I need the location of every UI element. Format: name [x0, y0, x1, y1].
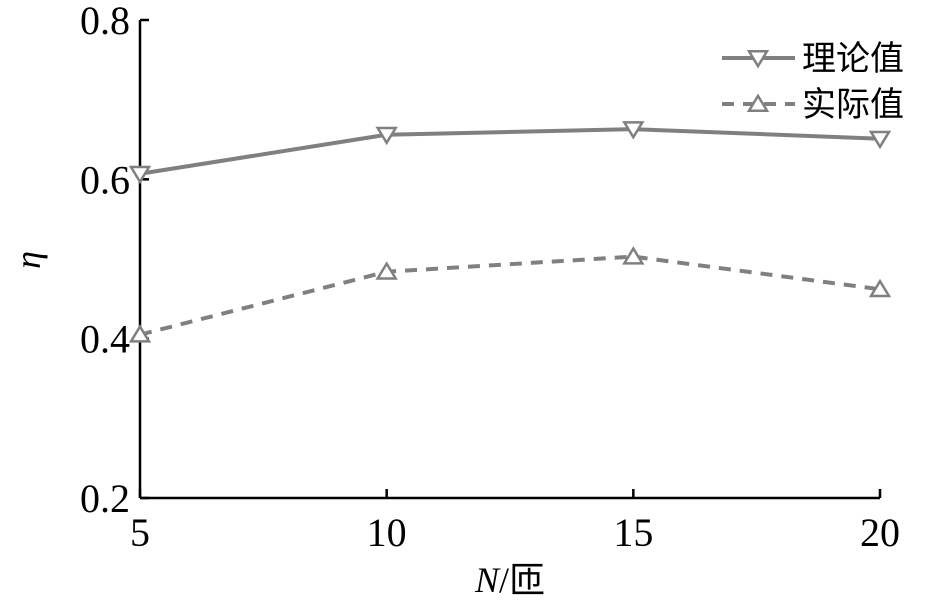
x-axis-variable: N [474, 560, 501, 600]
data-point-marker [622, 121, 645, 140]
data-point-marker [622, 246, 645, 265]
legend-label: 实际值 [802, 85, 904, 125]
y-tick-label: 0.4 [80, 317, 130, 362]
series-line [139, 254, 881, 337]
y-tick-label: 0.2 [80, 476, 130, 521]
data-point-marker [746, 50, 770, 69]
series-2 [128, 246, 892, 343]
x-axis-unit: /匝 [499, 560, 545, 600]
series-group [128, 121, 892, 343]
x-axis-title: N/匝 [474, 560, 545, 600]
y-axis-title: η [8, 251, 48, 269]
y-tick-label: 0.8 [80, 0, 130, 43]
ticks: 5 10 15 20 0.2 0.4 0.6 0.8 [80, 0, 900, 555]
legend-label: 理论值 [802, 39, 904, 79]
data-point-marker [868, 130, 892, 150]
series-1 [128, 121, 892, 185]
data-point-marker [375, 261, 398, 280]
data-point-marker [128, 165, 152, 185]
data-point-marker [128, 324, 152, 343]
x-tick-label: 10 [367, 510, 407, 555]
data-point-marker [868, 278, 892, 298]
y-tick-label: 0.6 [80, 157, 130, 202]
axes [138, 20, 880, 500]
x-tick-label: 15 [613, 510, 653, 555]
data-point-marker [746, 93, 770, 112]
x-tick-label: 20 [860, 510, 900, 555]
x-tick-label: 5 [130, 510, 150, 555]
data-point-marker [375, 126, 398, 146]
series-line [139, 127, 881, 176]
